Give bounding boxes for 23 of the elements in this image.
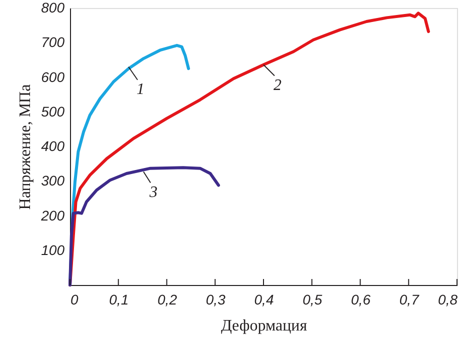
x-tick-label: 0,5 [302,292,322,308]
annotation: 1 [136,80,145,98]
y-tick-label: 500 [41,103,65,120]
y-axis-title: Напряжение, МПа [17,84,34,210]
x-tick-label: 0,2 [158,292,178,308]
y-tick-label: 400 [41,138,65,154]
x-tick-label: 0,6 [351,292,371,308]
annotation: 2 [274,76,282,94]
x-tick-label: 0 [70,292,78,308]
x-tick-label: 0,7 [399,292,420,308]
y-tick-label: 300 [41,172,65,189]
y-tick-label: 200 [40,207,65,224]
x-tick-label: 0,8 [438,292,458,308]
x-axis-title: Деформация [220,318,308,334]
x-tick-label: 0,4 [254,292,274,308]
y-tick-label: 600 [41,68,65,85]
line-series [68,166,220,286]
y-tick-label: 100 [41,242,65,258]
x-tick-label: 0,3 [206,292,226,308]
annotation: 3 [148,184,158,201]
y-tick-label: 700 [41,34,65,50]
y-tick-label: 800 [41,0,65,16]
x-tick-label: 0,1 [109,292,129,308]
